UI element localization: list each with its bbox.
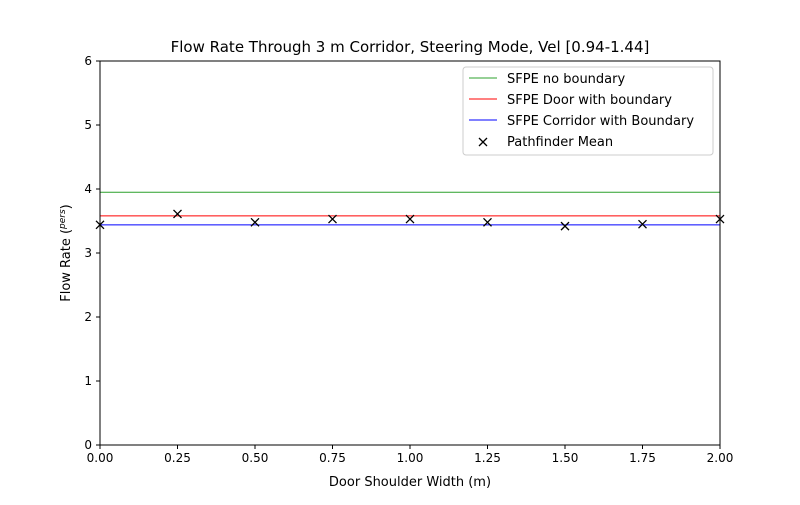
y-tick-label: 5 bbox=[84, 118, 92, 132]
y-label-main: Flow Rate ( bbox=[59, 229, 74, 302]
legend-marker bbox=[478, 137, 488, 147]
data-point bbox=[483, 217, 492, 227]
x-tick-label: 1.50 bbox=[552, 451, 579, 465]
x-tick-label: 0.50 bbox=[242, 451, 269, 465]
y-label-close: ) bbox=[59, 204, 74, 209]
y-tick-label: 1 bbox=[84, 374, 92, 388]
legend-label: Pathfinder Mean bbox=[507, 135, 613, 150]
data-point bbox=[405, 214, 415, 224]
y-tick-label: 0 bbox=[84, 438, 92, 452]
x-axis-label: Door Shoulder Width (m) bbox=[329, 475, 491, 490]
x-tick-label: 0.25 bbox=[164, 451, 191, 465]
chart-title: Flow Rate Through 3 m Corridor, Steering… bbox=[171, 38, 650, 56]
x-tick-label: 0.75 bbox=[319, 451, 346, 465]
y-axis-label: Flow Rate (pers) bbox=[58, 204, 74, 302]
data-point bbox=[173, 209, 182, 219]
data-point bbox=[250, 217, 260, 227]
y-label-frac-num: pers bbox=[58, 209, 68, 230]
data-point bbox=[560, 221, 570, 231]
legend-label: SFPE Corridor with Boundary bbox=[507, 114, 694, 129]
x-tick-label: 2.00 bbox=[707, 451, 734, 465]
legend-label: SFPE no boundary bbox=[507, 72, 625, 87]
svg-text:Flow Rate (pers): Flow Rate (pers) bbox=[58, 204, 74, 302]
y-tick-label: 3 bbox=[84, 246, 92, 260]
y-tick-label: 6 bbox=[84, 54, 92, 68]
data-point bbox=[328, 214, 337, 224]
y-tick-label: 2 bbox=[84, 310, 92, 324]
legend-box bbox=[462, 66, 714, 156]
x-tick-label: 1.25 bbox=[474, 451, 501, 465]
x-tick-label: 0.00 bbox=[87, 451, 114, 465]
y-tick-label: 4 bbox=[84, 182, 92, 196]
data-point bbox=[638, 219, 647, 229]
legend-label: SFPE Door with boundary bbox=[507, 93, 672, 108]
x-tick-label: 1.75 bbox=[629, 451, 656, 465]
x-tick-label: 1.00 bbox=[397, 451, 424, 465]
